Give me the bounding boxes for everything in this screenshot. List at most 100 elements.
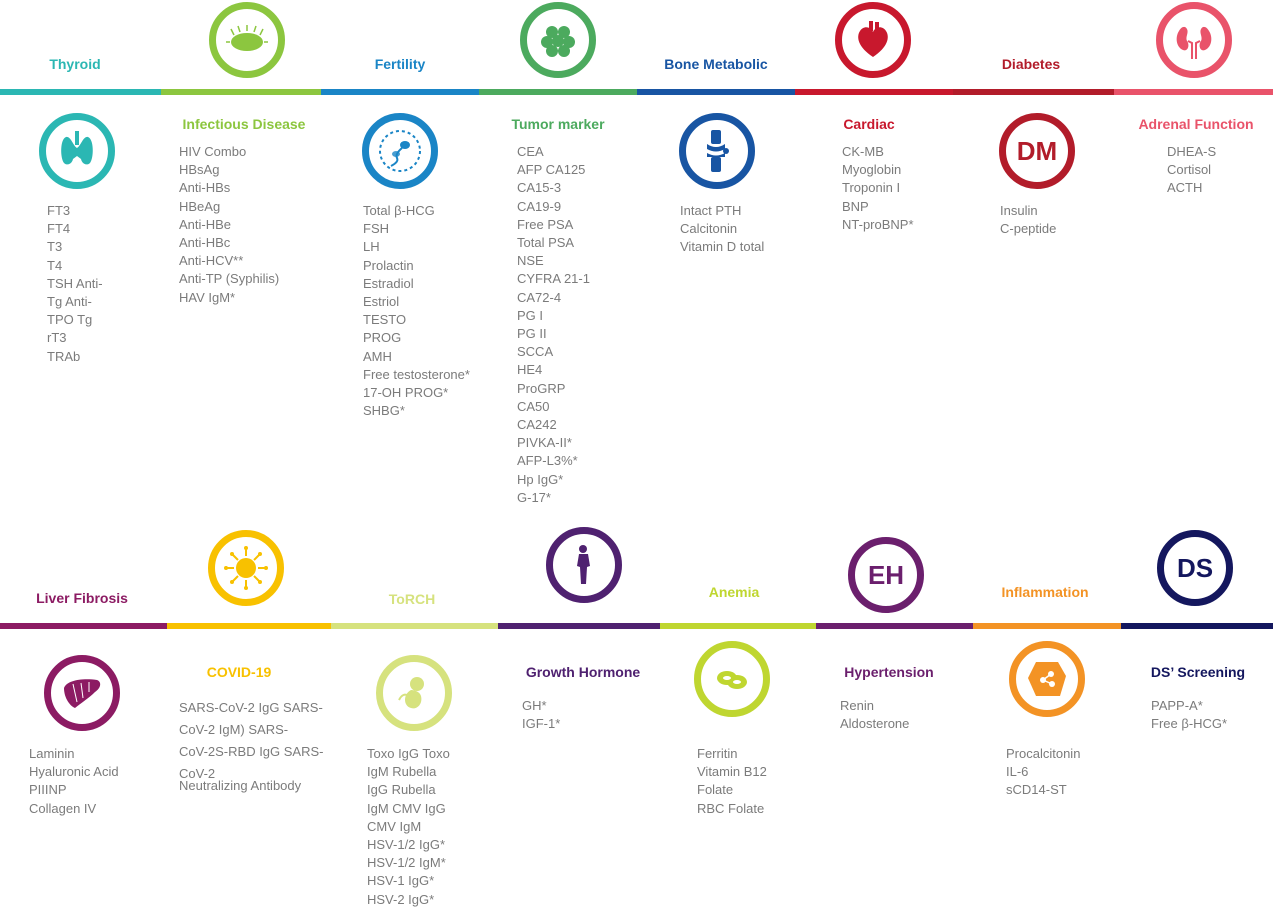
bar-diabetes	[953, 89, 1114, 95]
list-item: CoV-2S-RBD IgG SARS-	[179, 744, 324, 759]
list-item: CoV-2 IgM) SARS-	[179, 722, 289, 737]
list-item: AFP-L3%*	[517, 453, 578, 469]
title-thyroid: Thyroid	[49, 56, 101, 72]
fetus-icon	[376, 655, 452, 731]
bar-infectious	[161, 89, 321, 95]
list-item: CA50	[517, 398, 550, 414]
dm-icon: DM	[999, 113, 1075, 189]
list-growth: GH* IGF-1*	[522, 697, 560, 733]
list-item: BNP	[842, 198, 869, 214]
list-infectious: HIV Combo HBsAg Anti-HBs HBeAg Anti-HBe …	[179, 143, 279, 307]
list-item: Cortisol	[1167, 162, 1212, 178]
title-covid: COVID-19	[206, 664, 272, 680]
title-ds: DS’ Screening	[1150, 664, 1246, 680]
list-item: HAV IgM*	[179, 289, 236, 305]
list-item: Anti-HCV**	[179, 253, 244, 269]
list-item: C-peptide	[1000, 221, 1057, 237]
list-item: ACTH	[1167, 180, 1203, 196]
title-infectious: Infectious Disease	[182, 116, 306, 132]
list-item: IgG Rubella	[367, 782, 436, 798]
list-item: NSE	[517, 253, 544, 269]
list-item: GH*	[522, 698, 547, 713]
list-item: HE4	[517, 362, 543, 378]
body-silhouette-icon	[546, 527, 622, 603]
list-item: IgM CMV IgG	[367, 800, 446, 816]
list-covid: SARS-CoV-2 IgG SARS- CoV-2 IgM) SARS- Co…	[179, 697, 324, 795]
list-item: T4	[47, 257, 63, 273]
list-item: SARS-CoV-2 IgG SARS-	[179, 700, 323, 715]
list-item: NT-proBNP*	[842, 216, 914, 232]
list-item: Troponin I	[842, 180, 901, 196]
list-item: CA242	[517, 417, 557, 433]
thyroid-icon	[39, 113, 115, 189]
list-item: Folate	[697, 782, 734, 798]
list-item: CK-MB	[842, 144, 884, 159]
list-liver: Laminin Hyaluronic Acid PIIINP Collagen …	[29, 745, 119, 818]
list-item: IGF-1*	[522, 716, 561, 732]
list-item: Anti-HBc	[179, 235, 231, 251]
title-torch: ToRCH	[388, 591, 436, 607]
list-item: Anti-HBe	[179, 216, 232, 232]
list-item: LH	[363, 239, 380, 255]
bacteria-icon	[209, 2, 285, 78]
list-item: IL-6	[1006, 764, 1029, 780]
bar-covid	[167, 623, 331, 629]
list-item: FT4	[47, 221, 71, 237]
list-item: ProGRP	[517, 380, 566, 396]
list-item: CYFRA 21-1	[517, 271, 590, 287]
eh-icon: EH	[848, 537, 924, 613]
list-item: TRAb	[47, 348, 81, 364]
list-item: G-17*	[517, 489, 551, 505]
list-item: Myoglobin	[842, 162, 902, 178]
list-item: Toxo IgG Toxo	[367, 746, 450, 761]
list-item: 17-OH PROG*	[363, 385, 449, 401]
list-item: PROG	[363, 330, 402, 346]
list-item: Collagen IV	[29, 800, 97, 816]
heart-icon	[835, 2, 911, 78]
list-item: Procalcitonin	[1006, 746, 1081, 761]
title-growth: Growth Hormone	[525, 664, 641, 680]
list-item: CoV-2	[179, 766, 216, 781]
list-item: CEA	[517, 144, 544, 159]
bar-anemia	[660, 623, 816, 629]
list-item: FT3	[47, 203, 71, 218]
list-anemia: Ferritin Vitamin B12 Folate RBC Folate	[697, 745, 767, 818]
title-tumor: Tumor marker	[511, 116, 605, 132]
list-item: DHEA-S	[1167, 144, 1217, 159]
list-torch: Toxo IgG Toxo IgM Rubella IgG Rubella Ig…	[367, 745, 450, 909]
list-item: HBeAg	[179, 198, 221, 214]
list-item: Tg Anti-	[47, 294, 92, 310]
list-item: CA19-9	[517, 198, 562, 214]
list-inflammation: Procalcitonin IL-6 sCD14-ST	[1006, 745, 1080, 800]
list-cardiac: CK-MB Myoglobin Troponin I BNP NT-proBNP…	[842, 143, 914, 234]
list-item: Vitamin B12	[697, 764, 767, 780]
virus-icon	[208, 530, 284, 606]
list-item: Free testosterone*	[363, 366, 470, 382]
list-item: SHBG*	[363, 403, 405, 419]
list-item: Hp IgG*	[517, 471, 564, 487]
list-item: TESTO	[363, 312, 407, 328]
list-item: HSV-2 IgG*	[367, 891, 435, 907]
list-fertility: Total β-HCG FSH LH Prolactin Estradiol E…	[363, 202, 470, 420]
list-item: Hyaluronic Acid	[29, 764, 119, 780]
list-item: T3	[47, 239, 63, 255]
list-item: Anti-TP (Syphilis)	[179, 271, 280, 287]
kidney-icon	[1156, 2, 1232, 78]
list-item: Total PSA	[517, 235, 575, 251]
title-fertility: Fertility	[374, 56, 426, 72]
bar-inflammation	[973, 623, 1121, 629]
list-item: TSH Anti-	[47, 275, 103, 291]
eh-abbreviation: EH	[867, 559, 905, 590]
list-item: Laminin	[29, 746, 75, 761]
list-item: HSV-1/2 IgG*	[367, 837, 446, 853]
list-item: Anti-HBs	[179, 180, 231, 196]
bar-cardiac	[795, 89, 953, 95]
bar-adrenal	[1114, 89, 1273, 95]
list-item: SCCA	[517, 344, 554, 360]
list-bone: Intact PTH Calcitonin Vitamin D total	[680, 202, 764, 257]
bar-thyroid	[0, 89, 161, 95]
list-item: PIIINP	[29, 782, 67, 798]
list-item: CA72-4	[517, 289, 562, 305]
list-item: HSV-1/2 IgM*	[367, 855, 446, 871]
list-item: FSH	[363, 221, 389, 237]
